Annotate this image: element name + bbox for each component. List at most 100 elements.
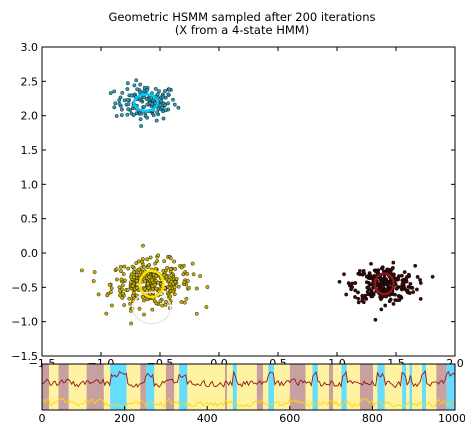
scatter-point (168, 267, 173, 271)
scatter-point (125, 112, 130, 117)
state-segment-maroon (86, 364, 104, 410)
scatter-point (156, 280, 161, 285)
scatter-point (418, 296, 423, 301)
state-segment-yellow (373, 364, 378, 410)
state-segment-yellow (227, 364, 233, 410)
scatter-point (123, 278, 127, 283)
state-segment-maroon (58, 364, 69, 410)
state-segment-yellow (384, 364, 403, 410)
scatter-point (92, 270, 97, 274)
scatter-point (181, 272, 186, 277)
state-segment-maroon (165, 364, 175, 410)
scatter-point (344, 292, 349, 297)
scatter-point (119, 113, 124, 118)
scatter-point (390, 265, 395, 270)
scatter-point (131, 275, 136, 280)
scatter-point (172, 292, 177, 297)
scatter-point (379, 307, 384, 312)
scatter-point (108, 91, 113, 96)
scatter-point (91, 279, 96, 283)
scatter-point (163, 103, 167, 108)
chart-subtitle: (X from a 4-state HMM) (175, 23, 309, 37)
state-segment-cyan (422, 364, 427, 410)
scatter-point (122, 98, 127, 103)
state-ellipse-1 (138, 269, 165, 299)
scatter-point (172, 285, 177, 289)
state-segment-cyan (402, 364, 407, 410)
state-segment-yellow (174, 364, 180, 410)
scatter-point (145, 88, 150, 93)
scatter-point (387, 299, 392, 304)
state-segment-cyan (268, 364, 275, 410)
chart-title: Geometric HSMM sampled after 200 iterati… (109, 10, 376, 24)
scatter-point (182, 300, 187, 305)
faint-ellipse (132, 291, 172, 325)
scatter-point (163, 95, 168, 100)
scatter-point (194, 311, 199, 316)
scatter-point (142, 85, 147, 90)
scatter-point (132, 83, 137, 88)
scatter-point (134, 272, 139, 277)
scatter-point (153, 87, 158, 91)
state-ellipse-0 (132, 93, 159, 113)
scatter-point (172, 259, 177, 264)
state-segment-yellow (274, 364, 290, 410)
y-tick-label: 1.5 (21, 144, 39, 157)
scatter-point (161, 116, 166, 121)
scatter-point (198, 274, 203, 278)
scatter-point (117, 98, 122, 103)
scatter-point (131, 290, 136, 295)
scatter-point (337, 279, 342, 284)
scatter-point (381, 277, 386, 282)
scatter-point (117, 285, 122, 290)
scatter-point (105, 293, 110, 298)
scatter-point (363, 296, 368, 301)
state-segment-cyan (110, 364, 127, 410)
scatter-point (125, 288, 130, 292)
scatter-point (134, 261, 139, 265)
scatter-point (430, 274, 435, 279)
y-tick-label: 2.0 (21, 110, 39, 123)
scatter-point (397, 294, 401, 299)
scatter-point (171, 289, 175, 294)
scatter-point (134, 78, 139, 83)
state-segment-cyan (446, 364, 455, 410)
scatter-point (138, 82, 143, 87)
scatter-point (369, 261, 373, 266)
scatter-point (120, 91, 125, 95)
state-segment-yellow (346, 364, 360, 410)
scatter-point (155, 110, 160, 115)
scatter-point (112, 105, 117, 110)
plot-area (42, 47, 455, 356)
state-segment-maroon (256, 364, 263, 410)
scatter-point (411, 290, 416, 294)
scatter-point (162, 259, 167, 263)
scatter-point (150, 307, 155, 312)
state-segment-maroon (360, 364, 374, 410)
scatter-point (113, 101, 118, 106)
scatter-point (120, 295, 125, 300)
scatter-point (130, 293, 135, 298)
scatter-point (154, 301, 159, 306)
y-tick-label: 0.0 (21, 247, 39, 260)
scatter-point (171, 97, 175, 102)
scatter-point (140, 295, 145, 299)
scatter-point (149, 278, 154, 283)
scatter-point (204, 305, 209, 309)
y-tick-label: 0.5 (21, 213, 39, 226)
scatter-point (373, 317, 378, 322)
scatter-point (361, 268, 366, 273)
scatter-point (168, 294, 173, 299)
scatter-point (185, 271, 190, 276)
scatter-point (110, 303, 114, 308)
scatter-point (147, 275, 152, 279)
scatter-point (346, 281, 351, 285)
scatter-point (385, 267, 390, 272)
scatter-point (153, 261, 158, 266)
scatter-point (118, 293, 123, 298)
scatter-point (126, 266, 131, 271)
state-segment-maroon (289, 364, 306, 410)
scatter-point (179, 299, 184, 304)
state-segment-yellow (68, 364, 87, 410)
state-x-tick-label: 800 (362, 412, 383, 425)
